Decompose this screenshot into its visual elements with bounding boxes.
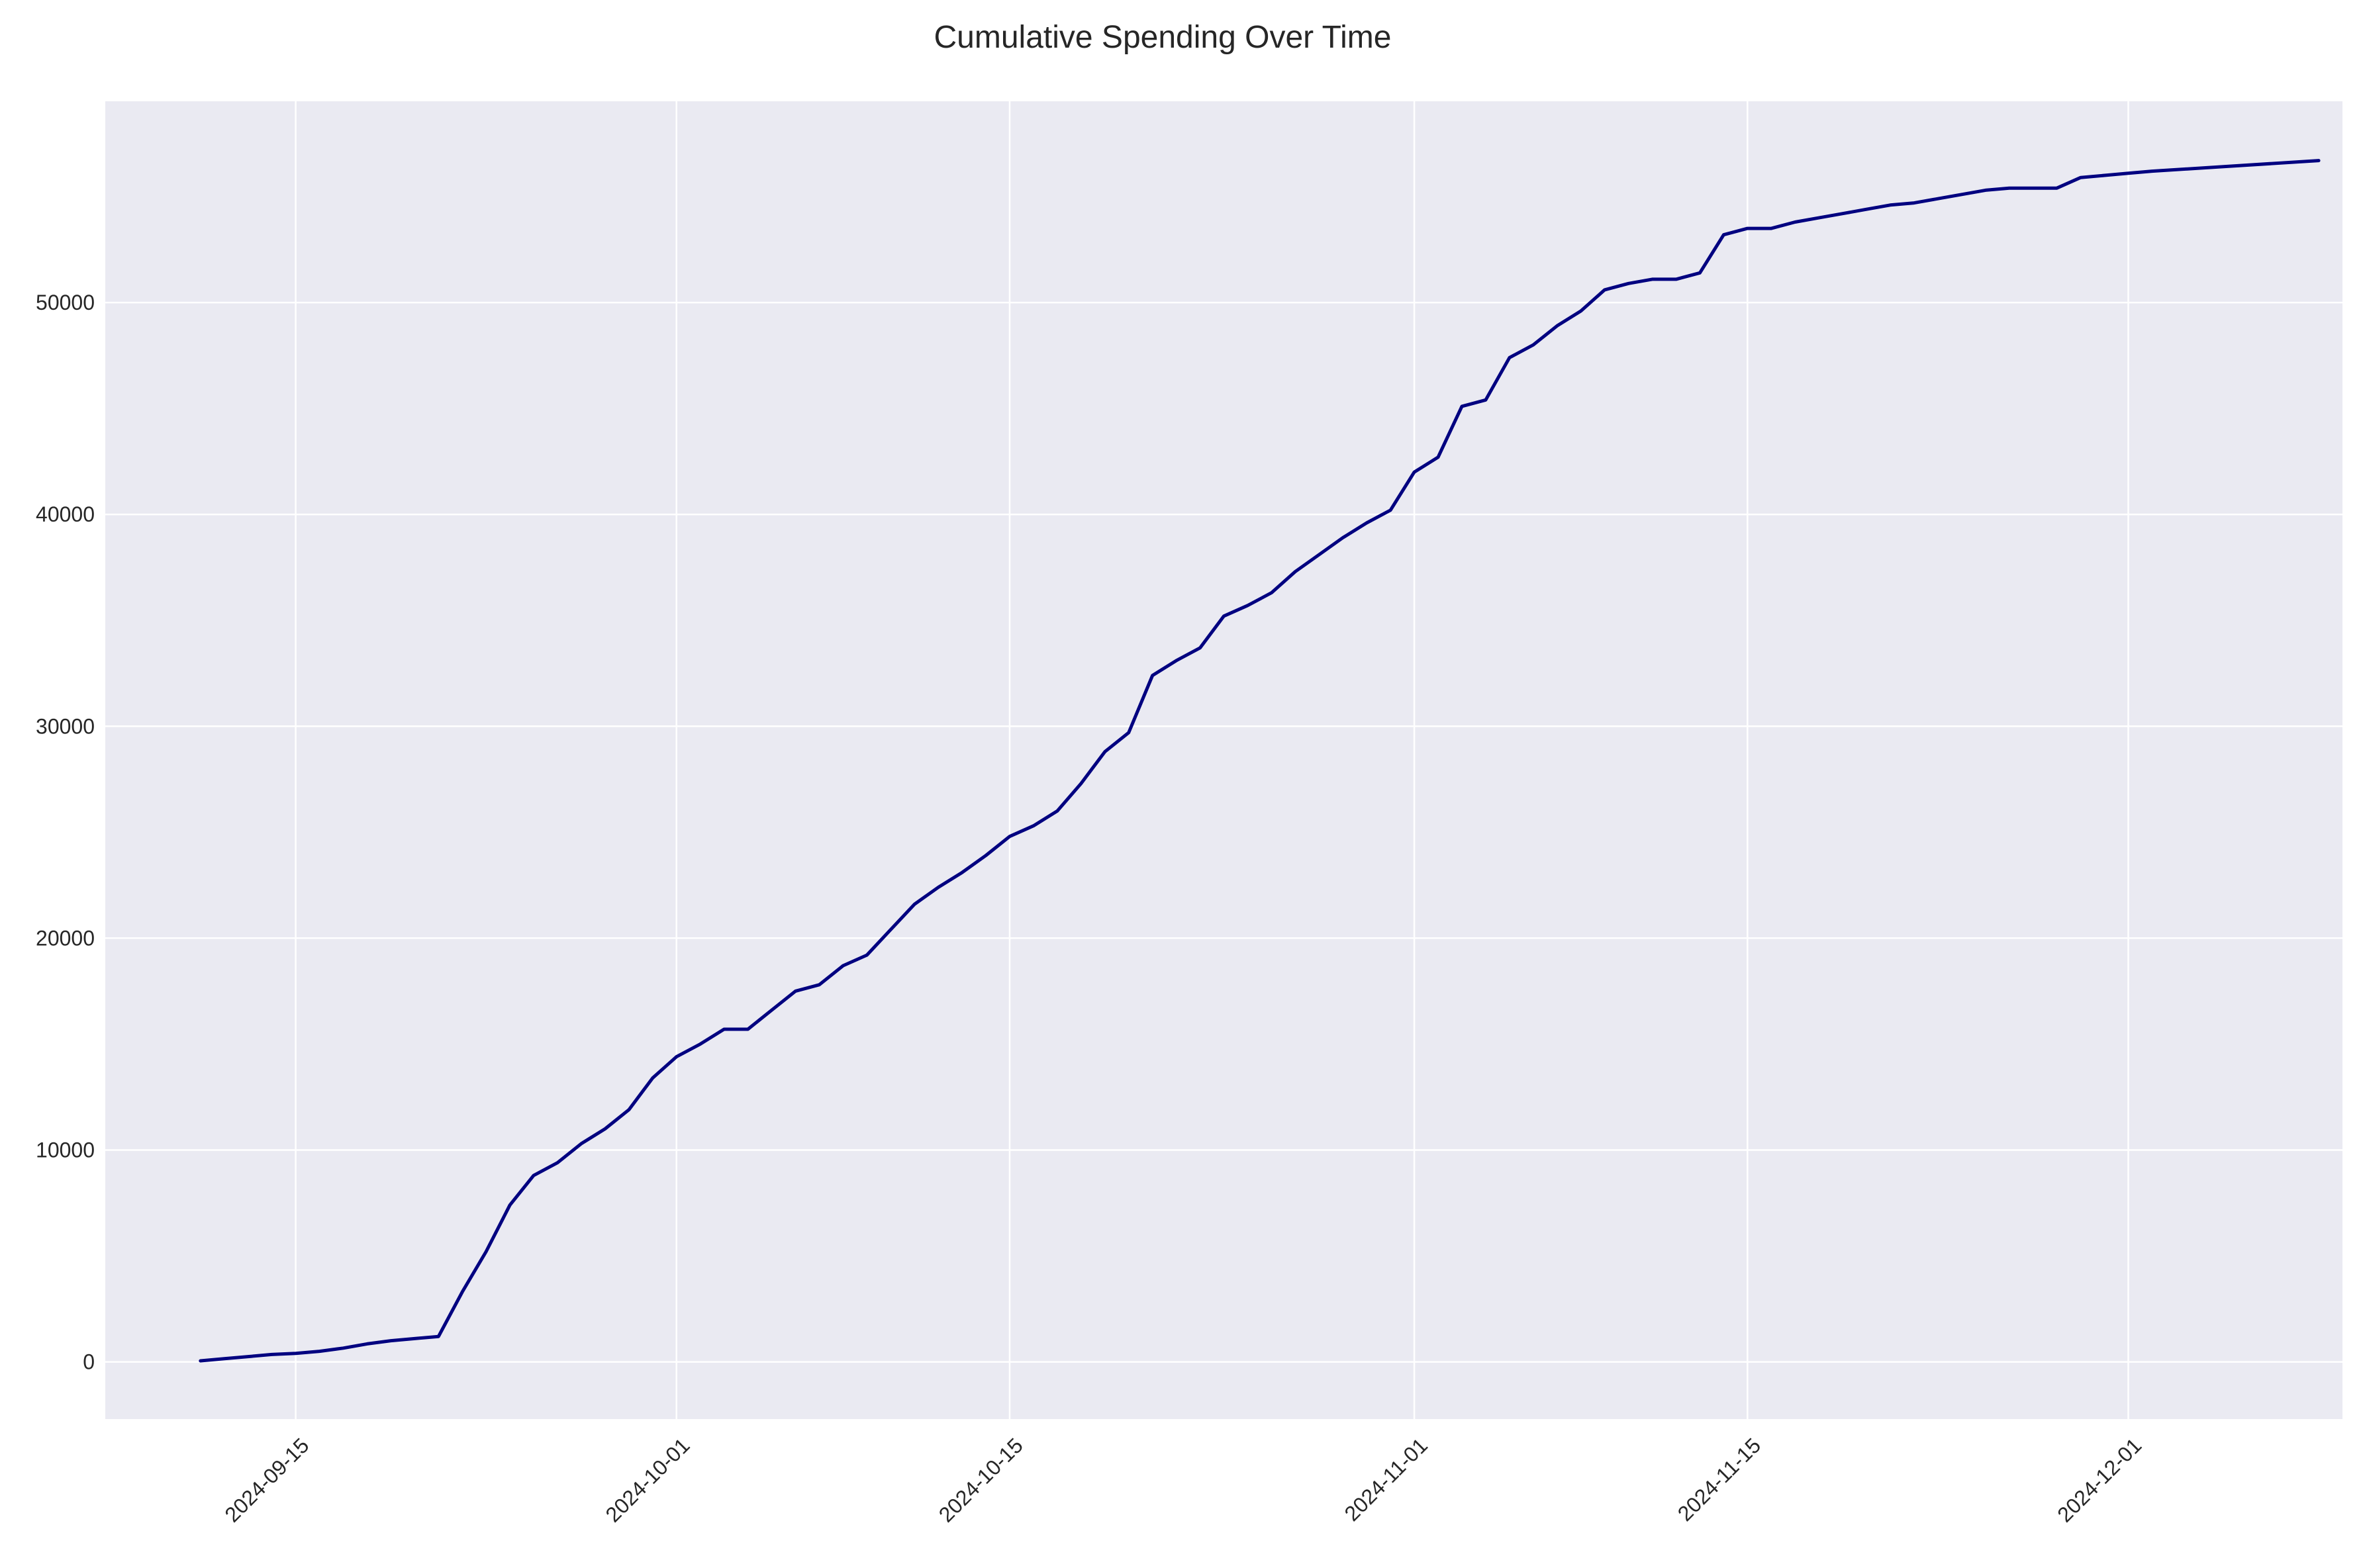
y-axis-ticks: 0 10000 20000 30000 40000 50000 (36, 291, 95, 1373)
series-line (199, 159, 2321, 1363)
y-tick-label: 10000 (36, 1138, 95, 1162)
x-tick-label: 2024-09-15 (220, 1433, 313, 1526)
y-tick-label: 0 (83, 1350, 95, 1374)
chart-title: Cumulative Spending Over Time (934, 20, 1392, 55)
y-tick-label: 30000 (36, 714, 95, 738)
x-tick-label: 2024-10-15 (934, 1433, 1028, 1526)
x-tick-label: 2024-11-15 (1673, 1433, 1766, 1526)
x-tick-label: 2024-12-01 (2052, 1433, 2146, 1526)
x-tick-label: 2024-10-01 (601, 1433, 694, 1526)
plot-area (105, 101, 2342, 1419)
y-tick-label: 20000 (36, 926, 95, 950)
x-tick-label: 2024-11-01 (1340, 1433, 1433, 1526)
y-tick-label: 50000 (36, 291, 95, 314)
y-tick-label: 40000 (36, 502, 95, 526)
grid-lines (105, 101, 2342, 1419)
x-axis-ticks: 2024-09-15 2024-10-01 2024-10-15 2024-11-01… (220, 1433, 2146, 1526)
